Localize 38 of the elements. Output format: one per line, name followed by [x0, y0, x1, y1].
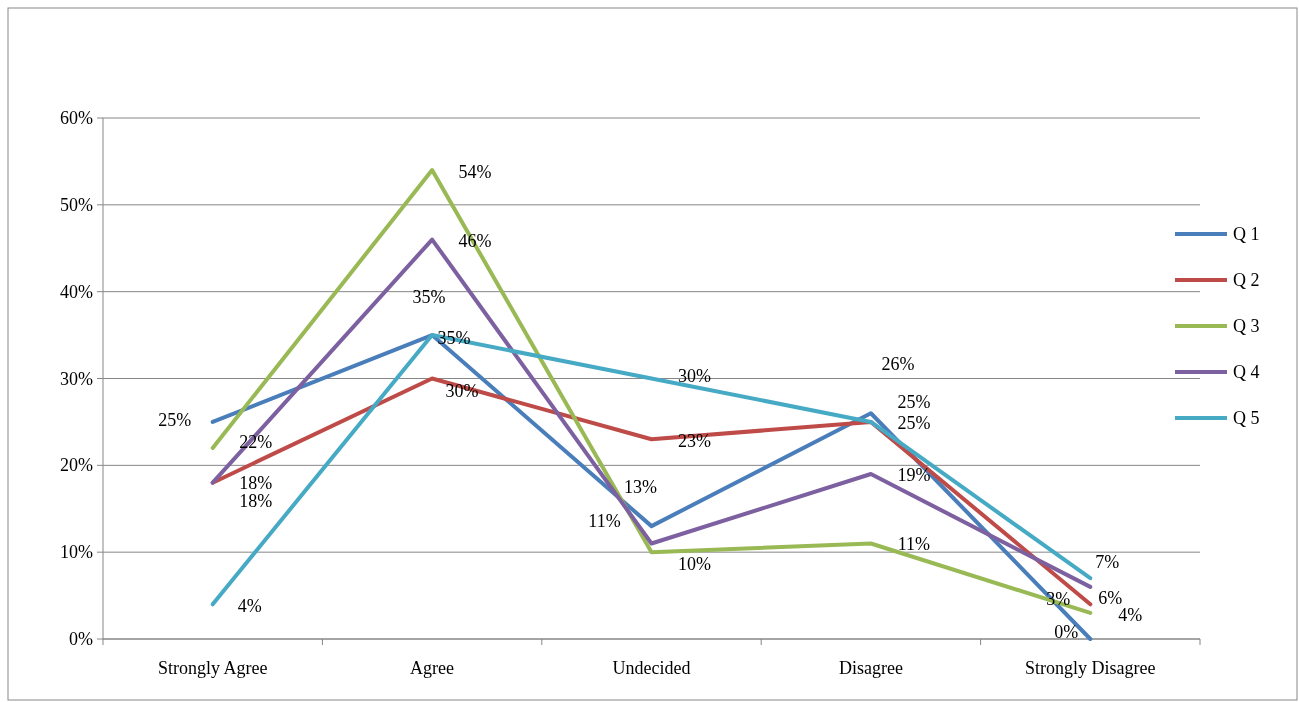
y-tick-label: 20%: [60, 455, 93, 476]
legend-label: Q 1: [1233, 224, 1260, 244]
data-label: 35%: [412, 287, 446, 308]
y-tick-label: 30%: [60, 368, 93, 389]
data-label: 10%: [678, 554, 711, 575]
data-label: 19%: [897, 465, 931, 486]
legend-label: Q 4: [1233, 362, 1260, 382]
y-tick-label: 0%: [69, 629, 93, 649]
x-tick-label: Strongly Disagree: [1025, 658, 1156, 678]
data-label: 11%: [588, 511, 621, 532]
legend-label: Q 5: [1233, 408, 1260, 428]
x-tick-label: Strongly Agree: [157, 658, 268, 678]
data-label: 54%: [458, 162, 492, 183]
data-label: 23%: [678, 431, 711, 452]
data-label: 25%: [158, 409, 192, 430]
x-tick-label: Undecided: [612, 658, 691, 678]
x-tick-label: Disagree: [838, 658, 903, 678]
data-label: 7%: [1095, 552, 1120, 573]
y-tick-label: 10%: [60, 542, 93, 563]
data-label: 26%: [881, 354, 915, 375]
y-tick-label: 60%: [60, 108, 93, 128]
data-label: 6%: [1098, 587, 1123, 608]
data-label: 25%: [897, 412, 931, 433]
data-label: 4%: [237, 596, 262, 617]
y-tick-label: 50%: [60, 194, 93, 215]
x-tick-label: Agree: [410, 658, 455, 678]
data-label: 18%: [239, 490, 273, 511]
data-label: 4%: [1118, 605, 1143, 626]
legend-label: Q 2: [1233, 270, 1260, 290]
data-label: 18%: [239, 472, 273, 493]
data-label: 0%: [1054, 622, 1079, 642]
data-label: 35%: [437, 328, 471, 349]
legend-label: Q 3: [1233, 316, 1260, 336]
y-tick-label: 40%: [60, 281, 93, 302]
data-label: 30%: [678, 365, 711, 386]
data-label: 11%: [897, 534, 931, 555]
data-label: 25%: [897, 391, 931, 412]
data-label: 13%: [624, 477, 657, 498]
